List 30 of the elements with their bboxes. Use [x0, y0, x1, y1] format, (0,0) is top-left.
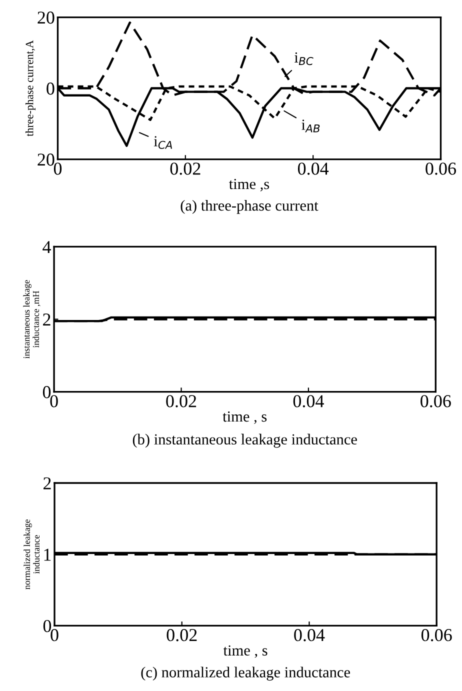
text: (a) three-phase current [180, 200, 318, 214]
y-tick-label: 0 [43, 620, 52, 632]
x-tick-label: 0.04 [294, 629, 325, 642]
x-tick-label: 0.02 [166, 395, 196, 408]
x-tick-label: 0.02 [166, 629, 197, 642]
x-axis-title: time ,s [229, 178, 270, 192]
y-axis-title: normalized leakage inductance [24, 519, 40, 590]
text: (c) normalized leakage inductance [141, 666, 350, 681]
x-axis-title: time , s [222, 411, 267, 424]
x-tick-label: 0.06 [421, 629, 452, 642]
y-tick-label: 2 [44, 477, 51, 490]
annotation: i$_{AB}$ [302, 120, 320, 132]
annotation: i$_{BC}$ [294, 52, 314, 66]
annotation: i$_{CA}$ [154, 136, 172, 149]
x-tick-label: 0.06 [426, 162, 456, 175]
y-axis-title: instantaneous leakage inductance ,mH [23, 280, 40, 359]
y-tick-label: 1 [44, 548, 51, 561]
y-tick-label: 20 [38, 154, 54, 166]
y-axis-title: three-phase current,A [25, 40, 36, 136]
x-tick-label: 0.06 [420, 395, 451, 408]
text: (b) instantaneous leakage inductance [132, 434, 357, 448]
y-tick-label: 4 [42, 241, 51, 253]
x-axis-title: time , s [223, 645, 268, 658]
x-tick-label: 0.04 [298, 162, 329, 175]
y-tick-label: 2 [43, 314, 50, 326]
y-tick-label: 20 [38, 12, 54, 24]
y-tick-label: 0 [42, 386, 51, 398]
x-tick-label: 0.02 [170, 162, 200, 175]
x-tick-label: 0.04 [293, 395, 324, 408]
y-tick-label: 0 [46, 82, 54, 95]
